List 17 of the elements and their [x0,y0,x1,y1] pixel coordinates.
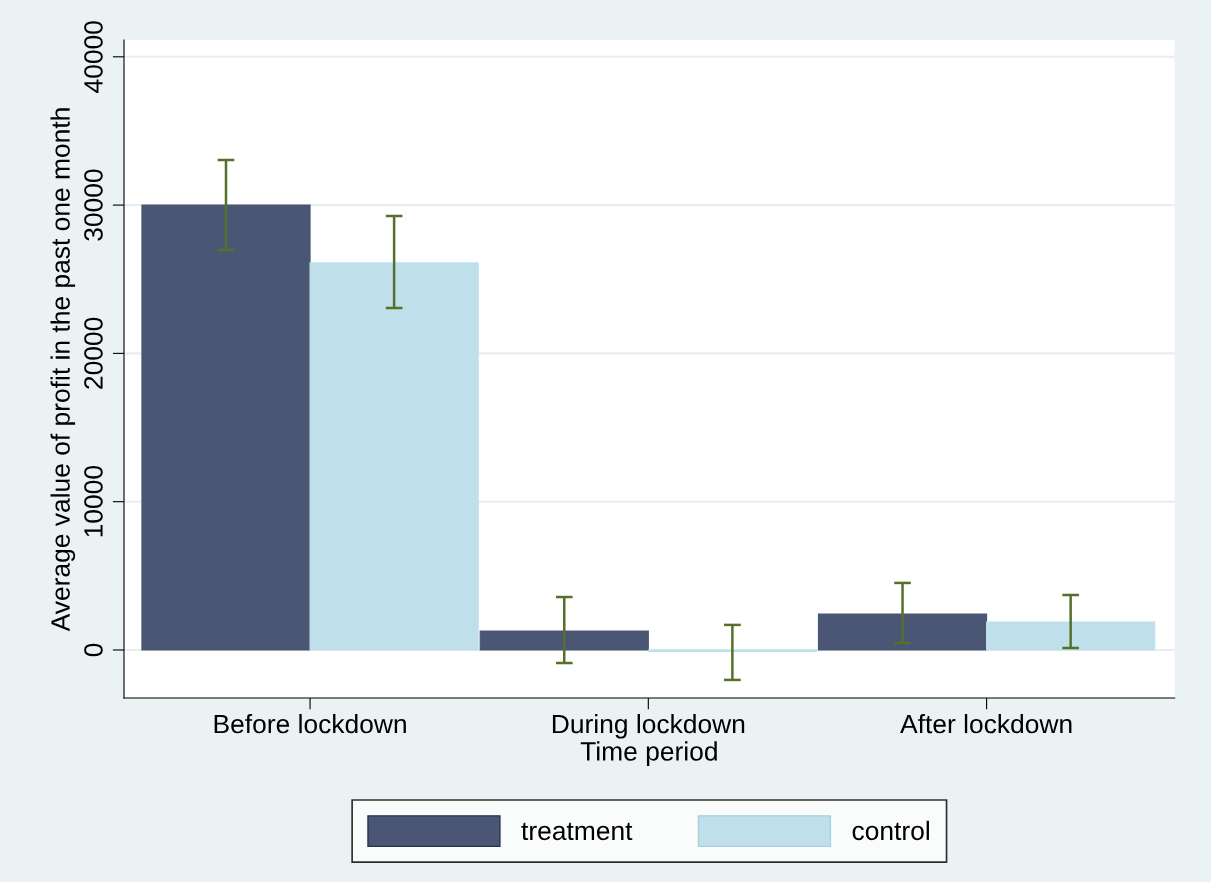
legend-label: control [852,820,929,841]
x-tick-label: After lockdown [900,713,1072,734]
y-tick-label: 0 [84,643,103,657]
y-tick-label: 30000 [84,169,103,241]
bar [817,613,988,651]
legend-label: treatment [521,822,633,841]
x-axis-title: Time period [580,741,717,766]
bar [309,262,479,651]
y-axis-title: Average value of profit in the past one month [50,108,76,632]
y-tick-label: 20000 [84,317,103,389]
bar [986,621,1156,651]
x-tick-label: During lockdown [552,713,745,739]
bar [141,204,311,651]
y-tick-label: 10000 [84,466,103,537]
y-tick-label: 40000 [84,21,103,93]
x-tick-label: Before lockdown [214,713,406,734]
bar [479,630,649,651]
